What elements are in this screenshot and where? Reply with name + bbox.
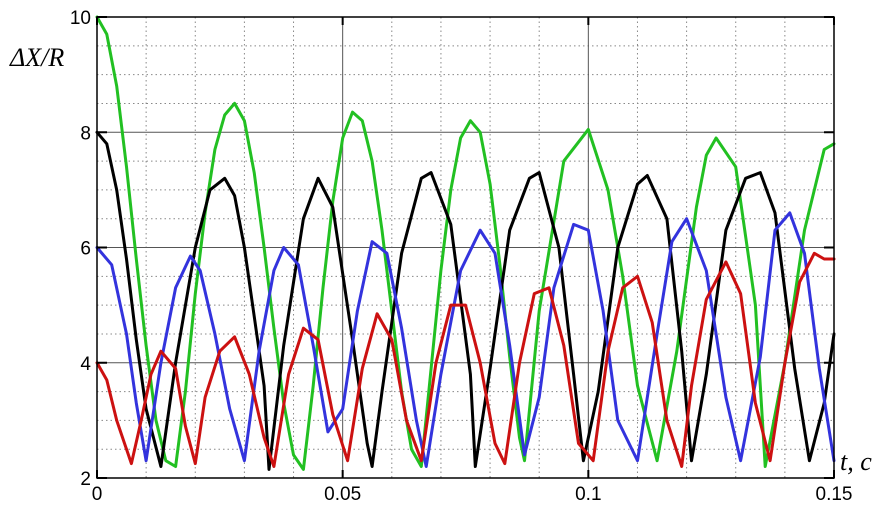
series-layer [95,15,836,471]
y-tick-label: 4 [80,354,91,375]
x-tick-label: 0.15 [816,484,853,505]
y-tick-label: 8 [80,123,91,144]
y-tick-label: 10 [70,8,91,29]
x-axis-title: t, c [840,447,872,476]
series-line-4 [95,251,836,468]
series-line-2 [95,130,836,471]
series-line-3 [95,211,836,468]
tick-labels: 0 0.05 0.1 0.15 2 4 6 8 10 [70,8,853,505]
x-tick-label: 0.05 [324,484,361,505]
y-tick-label: 2 [80,469,91,490]
y-tick-label: 6 [80,239,91,260]
x-tick-label: 0 [92,484,103,505]
axis-ticks [96,16,835,479]
x-tick-label: 0.1 [575,484,601,505]
y-axis-title: ΔX/R [9,43,64,72]
